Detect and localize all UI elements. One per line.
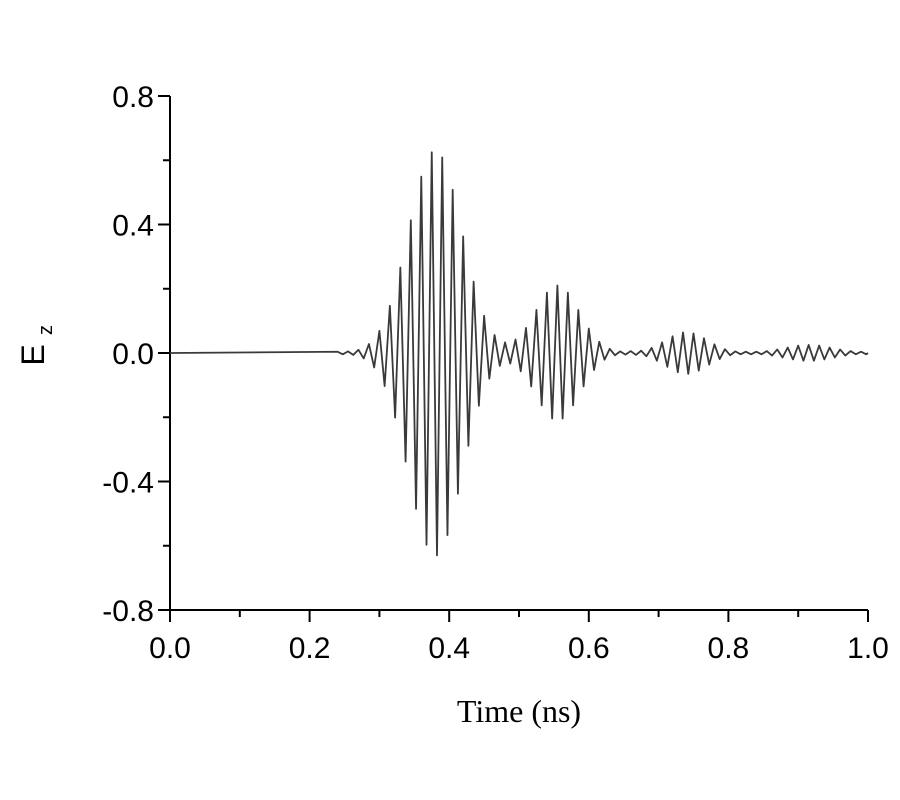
x-axis-label: Time (ns): [457, 693, 581, 729]
x-tick-label: 0.6: [568, 632, 610, 665]
y-axis-label-main: E: [15, 344, 51, 365]
y-tick-label: -0.4: [102, 467, 154, 500]
y-tick-label: 0.4: [112, 210, 154, 243]
x-tick-label: 0.0: [149, 632, 191, 665]
y-axis-label-sub: z: [35, 325, 57, 335]
y-axis-label: E z: [15, 325, 57, 366]
waveform: [169, 151, 869, 557]
y-tick-label: -0.8: [102, 595, 154, 628]
x-tick-label: 0.2: [289, 632, 331, 665]
x-tick-label: 0.8: [708, 632, 750, 665]
y-tick-label: 0.0: [112, 338, 154, 371]
x-tick-label: 0.4: [428, 632, 470, 665]
x-tick-label: 1.0: [847, 632, 889, 665]
y-tick-label: 0.8: [112, 81, 154, 114]
